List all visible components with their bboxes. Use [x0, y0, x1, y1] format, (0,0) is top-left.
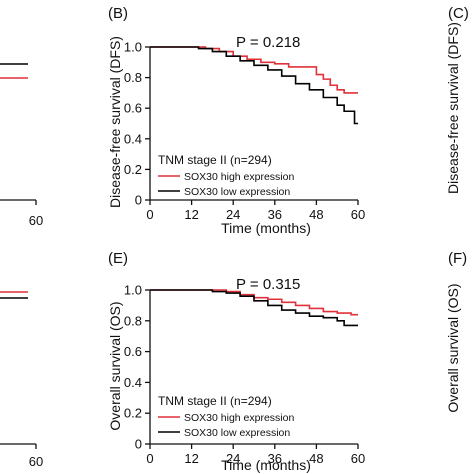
y-tick-label: 1.0	[124, 40, 142, 55]
legend-label-high-b: SOX30 high expression	[184, 171, 294, 183]
x-tick-label: 36	[268, 207, 282, 222]
axes-e: 0 12 24 36 48 60 0 0.2 0.4 0.6 0.8 1.0	[124, 283, 365, 467]
y-tick-label: 0.2	[124, 406, 142, 421]
y-tick-label: 0	[135, 437, 142, 452]
legend-title-b: TNM stage II (n=294)	[158, 153, 272, 167]
x-tick-label: 48	[309, 451, 323, 466]
left-bottom-tick-label: 60	[29, 454, 43, 469]
y-tick-label: 0.4	[124, 375, 142, 390]
y-tick-label: 0.8	[124, 313, 142, 328]
x-tick-label: 12	[184, 451, 198, 466]
left-partial-bottom: 60	[0, 291, 43, 469]
panel-label-c: (C)	[448, 5, 469, 22]
axes-b: 0 12 24 36 48 60 0 0.2 0.4 0.6 0.8 1.0	[124, 40, 365, 223]
y-tick-label: 0.6	[124, 101, 142, 116]
legend-label-low-e: SOX30 low expression	[184, 427, 290, 439]
y-tick-label: 0.6	[124, 344, 142, 359]
km-curve-low-expression	[150, 46, 358, 125]
x-tick-label: 60	[351, 451, 365, 466]
chart-panel-b: (B) P = 0.218 Disease-free survival (DFS…	[107, 5, 365, 236]
legend-b: SOX30 high expression SOX30 low expressi…	[158, 171, 294, 198]
y-tick-label: 0.2	[124, 162, 142, 177]
p-value-b: P = 0.218	[236, 34, 300, 51]
x-tick-label: 0	[146, 207, 153, 222]
left-partial-top: 60	[0, 63, 43, 228]
right-top-ylabel: Disease-free survival (DFS)	[445, 22, 461, 194]
y-tick-label: 0.8	[124, 70, 142, 85]
legend-title-e: TNM stage II (n=294)	[158, 394, 272, 408]
km-curve-low-expression	[150, 289, 358, 327]
x-tick-label: 36	[268, 451, 282, 466]
curves-b	[150, 46, 358, 125]
panel-label-e: (E)	[108, 250, 128, 267]
chart-panel-e: (E) P = 0.315 Overall survival (OS) Time…	[107, 250, 365, 473]
p-value-e: P = 0.315	[236, 276, 300, 293]
x-tick-label: 12	[184, 207, 198, 222]
curves-e	[150, 289, 358, 327]
x-tick-label: 48	[309, 207, 323, 222]
x-tick-label: 60	[351, 207, 365, 222]
y-tick-label: 0	[135, 193, 142, 208]
panel-label-b: (B)	[108, 5, 128, 22]
legend-label-low-b: SOX30 low expression	[184, 186, 290, 198]
x-axis-label-b: Time (months)	[221, 220, 311, 236]
km-curve-high-expression	[150, 289, 358, 316]
x-tick-label: 0	[146, 451, 153, 466]
km-curve-high-expression	[150, 46, 358, 94]
panel-label-f: (F)	[448, 250, 467, 267]
x-axis-label-e: Time (months)	[221, 457, 311, 473]
x-tick-label: 24	[226, 207, 240, 222]
left-top-tick-label: 60	[29, 213, 43, 228]
y-tick-label: 1.0	[124, 283, 142, 298]
y-axis-label-e: Overall survival (OS)	[107, 301, 123, 430]
legend-e: SOX30 high expression SOX30 low expressi…	[158, 412, 294, 439]
y-axis-label-b: Disease-free survival (DFS)	[107, 36, 123, 208]
y-tick-label: 0.4	[124, 131, 142, 146]
right-bottom-ylabel: Overall survival (OS)	[445, 283, 461, 412]
x-tick-label: 24	[226, 451, 240, 466]
legend-label-high-e: SOX30 high expression	[184, 412, 294, 424]
